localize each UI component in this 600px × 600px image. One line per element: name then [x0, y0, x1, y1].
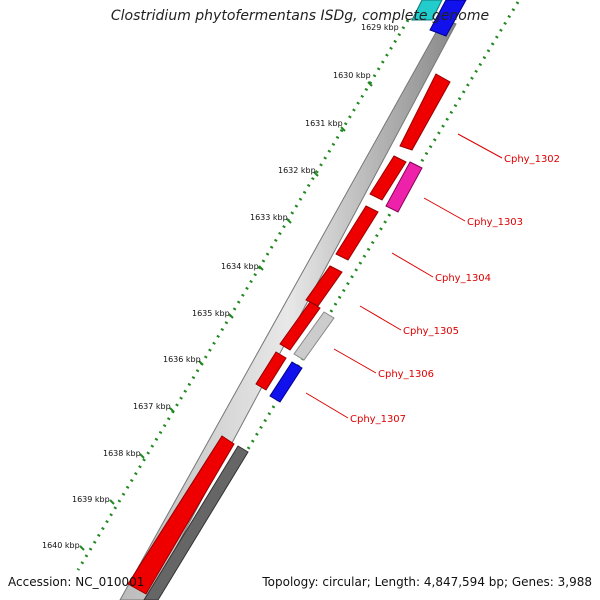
gene-label-cphy-1307: Cphy_1307 — [350, 414, 406, 425]
gene-leader-lines — [305, 133, 503, 419]
gene-blue-top — [429, 0, 467, 37]
map-title: Clostridium phytofermentans ISDg, comple… — [110, 8, 490, 24]
gene-label-cphy-1302: Cphy_1302 — [504, 154, 560, 165]
gene-red-long — [127, 435, 235, 595]
tick-label-1632: 1632 kbp — [278, 166, 316, 175]
gene-cphy-1302-shape — [399, 73, 451, 151]
gene-red-3 — [335, 205, 379, 261]
tick-label-1639: 1639 kbp — [72, 495, 110, 504]
gene-cphy-1307-shape — [269, 361, 303, 403]
gene-red-6 — [255, 351, 287, 391]
genome-backbone — [119, 17, 457, 600]
gene-gray-long — [143, 445, 249, 600]
outer-dotted-ring — [76, 19, 410, 571]
gene-label-cphy-1305: Cphy_1305 — [403, 326, 459, 337]
tick-label-1640: 1640 kbp — [42, 541, 80, 550]
tick-label-1631: 1631 kbp — [305, 119, 343, 128]
gene-cphy-1303-shape — [385, 161, 423, 213]
tick-label-top-partial: 1629 kbp — [361, 23, 399, 32]
tick-label-1630: 1630 kbp — [333, 71, 371, 80]
tick-label-1636: 1636 kbp — [163, 355, 201, 364]
tick-marks — [79, 81, 373, 551]
gene-cphy-1306-shape — [293, 311, 335, 361]
accession-text: Accession: NC_010001 — [8, 575, 145, 589]
tick-label-1633: 1633 kbp — [250, 213, 288, 222]
tick-label-1638: 1638 kbp — [103, 449, 141, 458]
gene-label-cphy-1303: Cphy_1303 — [467, 217, 523, 228]
tick-label-1637: 1637 kbp — [133, 402, 171, 411]
tick-label-1635: 1635 kbp — [192, 309, 230, 318]
topology-text: Topology: circular; Length: 4,847,594 bp… — [262, 575, 592, 589]
gene-red-5 — [279, 301, 321, 351]
gene-red-2 — [369, 155, 407, 201]
gene-label-cphy-1306: Cphy_1306 — [378, 369, 434, 380]
gene-label-cphy-1304: Cphy_1304 — [435, 273, 491, 284]
gene-red-4 — [305, 265, 343, 307]
tick-label-1634: 1634 kbp — [221, 262, 259, 271]
gene-cyan-top — [411, 0, 443, 21]
